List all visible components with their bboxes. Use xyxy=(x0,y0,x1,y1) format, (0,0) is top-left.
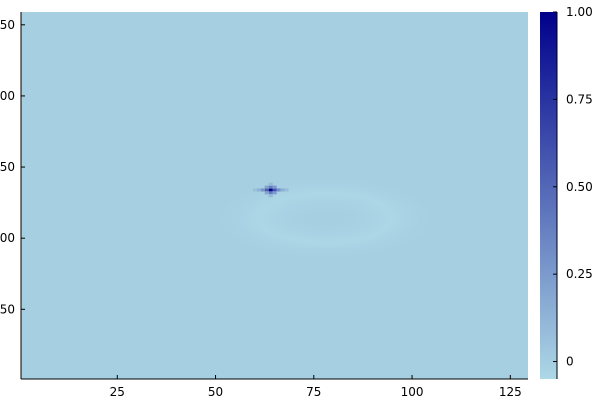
y-tick-label: 50 xyxy=(0,18,15,32)
heatmap-cell xyxy=(268,185,273,189)
heatmap-cell xyxy=(268,182,273,186)
heatmap-cell xyxy=(276,188,281,192)
heatmap-cell xyxy=(264,188,269,192)
colorbar-gradient xyxy=(540,12,557,379)
plot-area xyxy=(21,12,528,379)
x-tick-label: 125 xyxy=(499,385,522,399)
heatmap-cell xyxy=(280,188,285,192)
y-tick-label: 00 xyxy=(0,231,15,245)
heatmap-cell xyxy=(264,191,269,195)
x-tick-label: 25 xyxy=(110,385,125,399)
y-axis: 50 00 50 00 50 xyxy=(0,12,25,379)
heatmap-cell xyxy=(264,185,269,189)
heatmap-cell xyxy=(268,194,273,198)
x-axis: 25 50 75 100 125 xyxy=(21,375,528,399)
y-tick-label: 00 xyxy=(0,89,15,103)
x-tick-label: 50 xyxy=(208,385,223,399)
colorbar: 0 0.25 0.50 0.75 1.00 xyxy=(540,5,593,379)
x-tick-label: 100 xyxy=(401,385,424,399)
y-tick-label: 50 xyxy=(0,160,15,174)
x-tick-label: 75 xyxy=(306,385,321,399)
heatmap-cell xyxy=(268,188,273,192)
heatmap-ring xyxy=(205,173,446,264)
colorbar-tick-label: 0 xyxy=(566,355,574,369)
colorbar-tick-label: 1.00 xyxy=(566,5,593,19)
heatmap-cell xyxy=(272,185,277,189)
heatmap-cell xyxy=(268,191,273,195)
colorbar-tick-label: 0.50 xyxy=(566,180,593,194)
heatmap-cell xyxy=(256,188,262,192)
y-tick-label: 50 xyxy=(0,302,15,316)
heatmap-cell xyxy=(272,188,277,192)
colorbar-tick-label: 0.25 xyxy=(566,267,593,281)
heatmap-cell xyxy=(252,188,258,192)
colorbar-tick-label: 0.75 xyxy=(566,92,593,106)
heatmap-cell xyxy=(260,188,265,192)
heatmap-cell xyxy=(284,188,289,192)
heatmap-cell xyxy=(272,191,277,195)
